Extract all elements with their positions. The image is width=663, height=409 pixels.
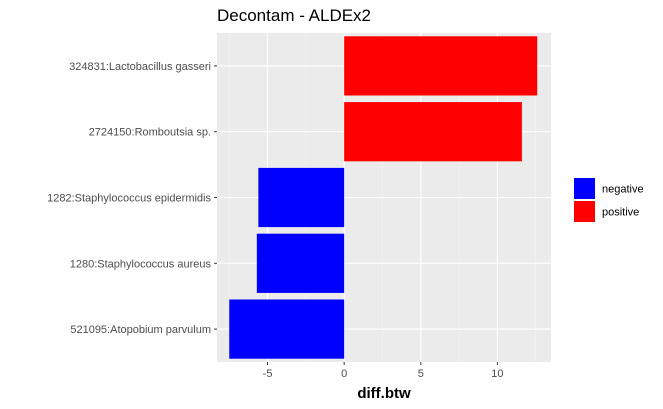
x-tick-label: 5 <box>418 368 424 380</box>
chart-title: Decontam - ALDEx2 <box>217 6 371 25</box>
bar-2 <box>344 102 522 162</box>
y-tick-label: 2724150:Romboutsia sp. <box>89 127 211 139</box>
y-tick-label: 324831:Lactobacillus gasseri <box>69 61 211 73</box>
x-axis: -5 0 5 10 <box>263 362 504 380</box>
x-tick-label: -5 <box>263 368 273 380</box>
legend-label-positive: positive <box>602 207 639 219</box>
bar-5 <box>229 299 345 359</box>
x-axis-title: diff.btw <box>357 385 411 402</box>
x-tick-label: 0 <box>341 368 347 380</box>
y-tick-label: 1282:Staphylococcus epidermidis <box>47 193 211 205</box>
legend: negative positive <box>574 178 644 222</box>
legend-key-negative <box>574 178 595 199</box>
y-axis: 324831:Lactobacillus gasseri 2724150:Romb… <box>47 61 217 336</box>
bar-3 <box>258 167 345 228</box>
y-tick-label: 521095:Atopobium parvulum <box>70 324 211 336</box>
bars <box>229 36 538 359</box>
legend-label-negative: negative <box>602 184 644 196</box>
x-tick-label: 10 <box>491 368 503 380</box>
y-tick-label: 1280:Staphylococcus aureus <box>70 258 212 270</box>
bar-1 <box>344 36 538 96</box>
legend-key-positive <box>574 201 595 222</box>
bar-4 <box>256 233 345 293</box>
